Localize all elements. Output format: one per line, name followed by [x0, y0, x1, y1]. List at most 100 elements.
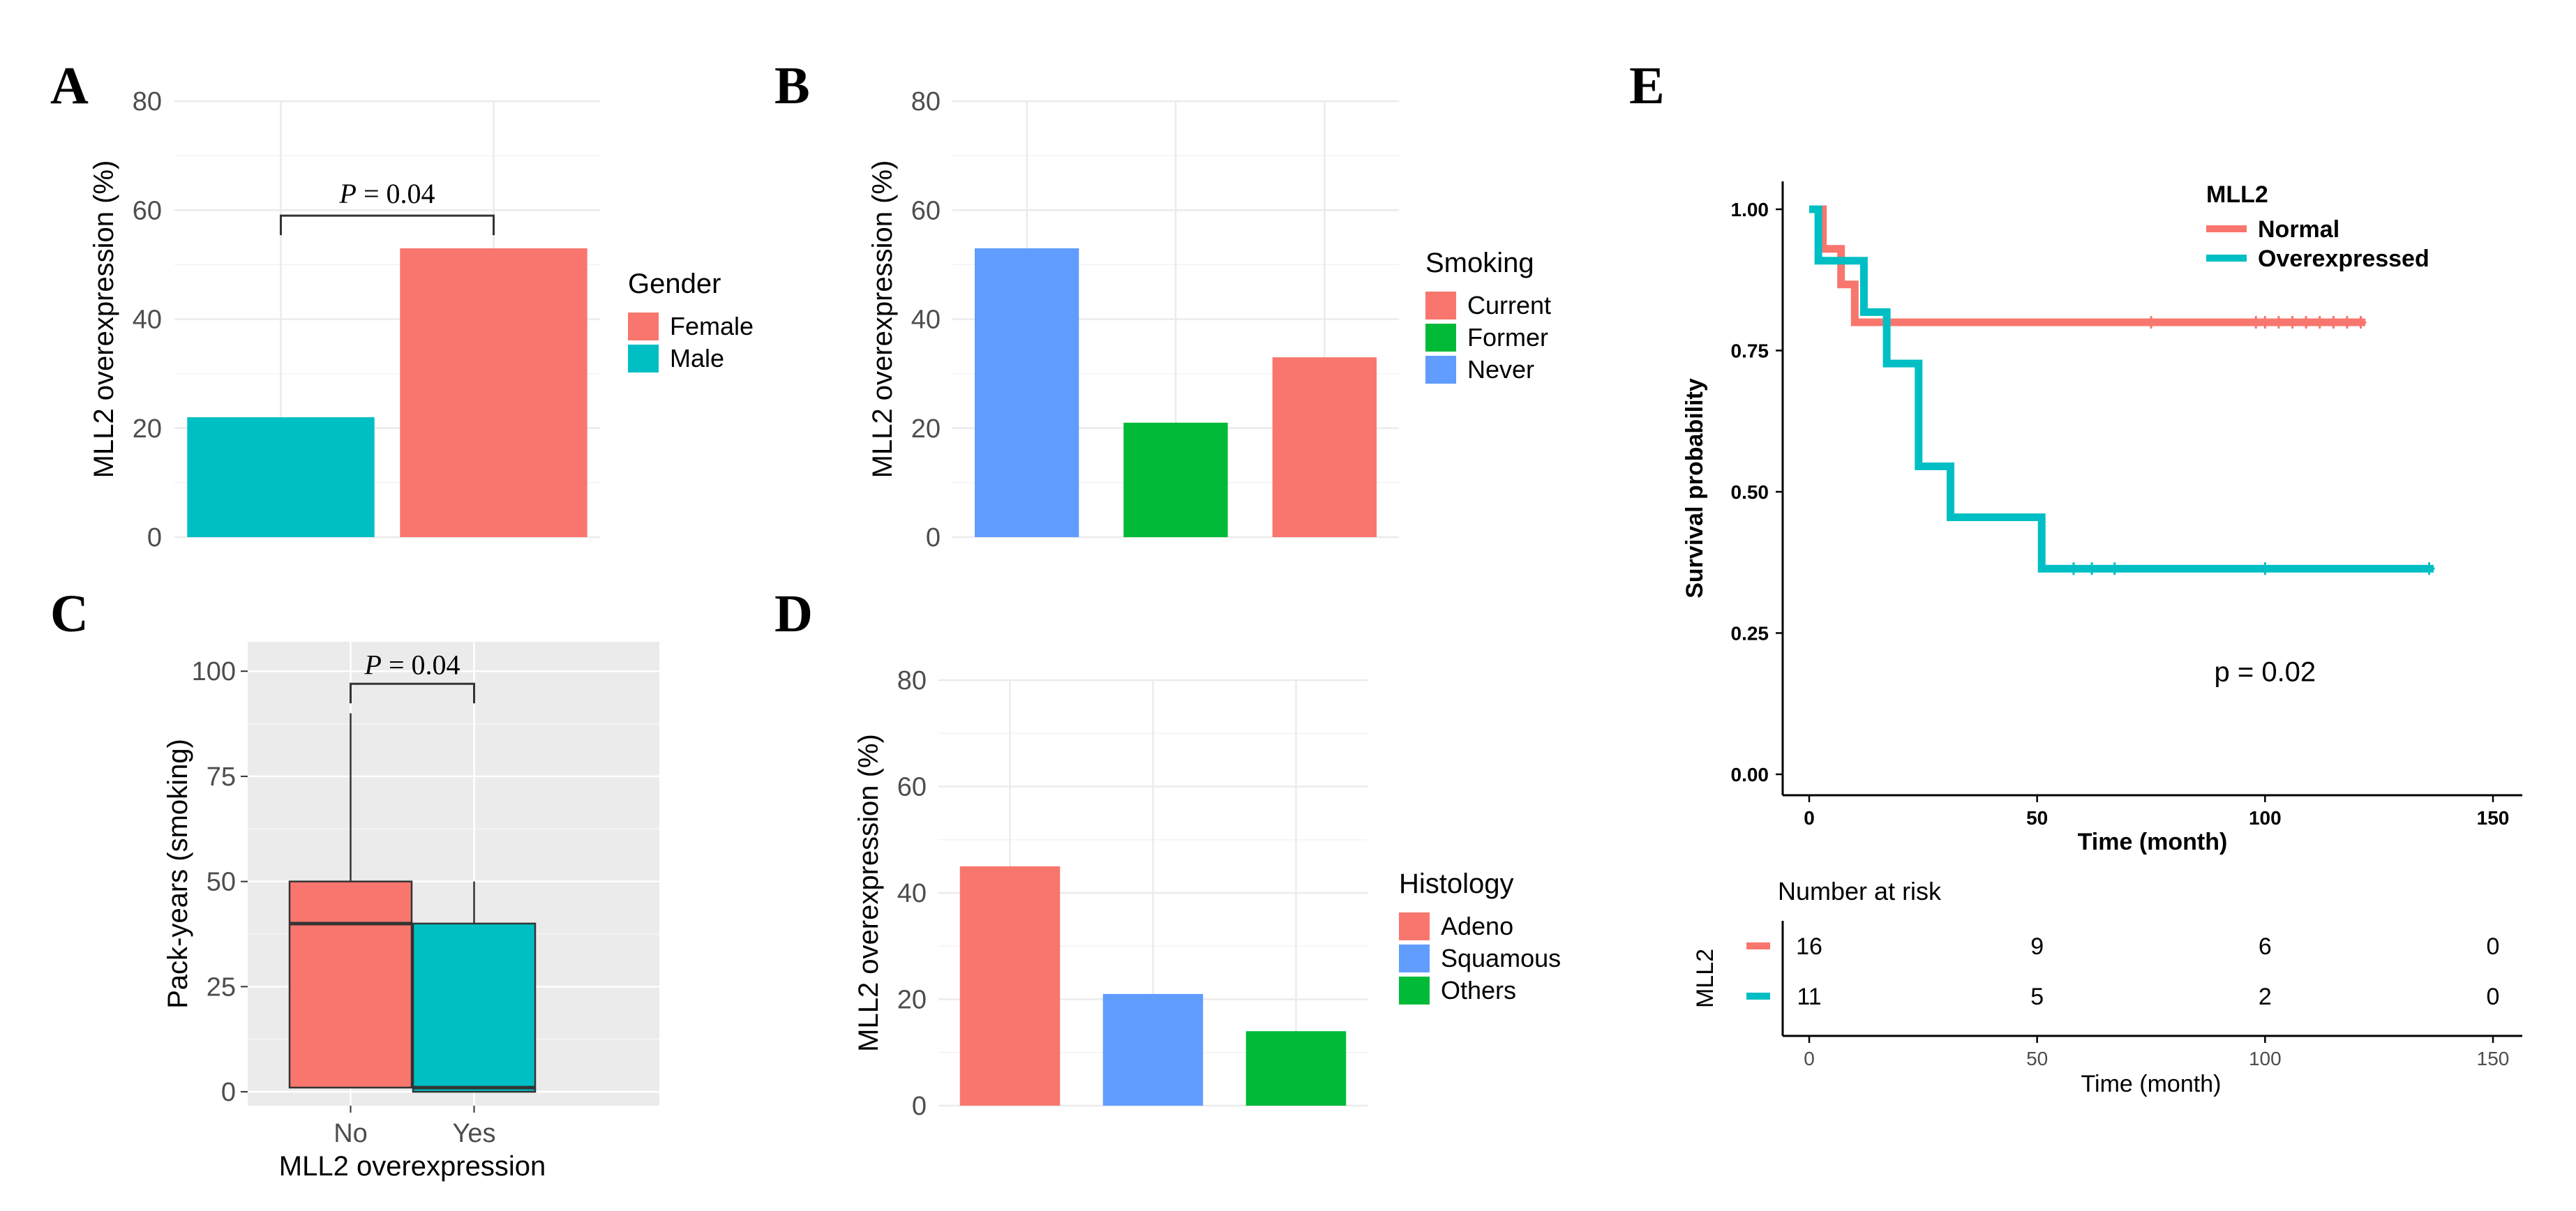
censor-mark: [2300, 316, 2312, 329]
bar-former: [1123, 422, 1228, 537]
x-axis-title: MLL2 overexpression: [279, 1151, 546, 1182]
y-tick-label: 0: [912, 1092, 927, 1121]
box-yes: [412, 922, 537, 1093]
legend-label: Former: [1467, 323, 1548, 352]
survival-curve-normal: [1809, 205, 2366, 326]
legend-label: Current: [1467, 291, 1551, 319]
censor-mark: [2355, 316, 2367, 329]
y-tick-label: 25: [207, 972, 236, 1002]
risk-table-y-title: MLL2: [1692, 949, 1718, 1008]
legend-title: Gender: [628, 269, 721, 299]
y-tick-label: 20: [897, 986, 927, 1015]
y-tick-label: 60: [133, 196, 162, 225]
p-value-text: p = 0.02: [2214, 656, 2316, 687]
y-axis-title: Pack-years (smoking): [163, 739, 193, 1009]
x-tick-label: No: [334, 1119, 368, 1148]
risk-count: 2: [2259, 984, 2272, 1010]
y-tick-label: 20: [133, 414, 162, 444]
risk-count: 0: [2487, 933, 2500, 960]
y-tick-label: 20: [911, 414, 941, 444]
y-tick-label: 0: [147, 523, 162, 552]
censor-mark: [2328, 316, 2339, 329]
risk-count: 5: [2030, 984, 2044, 1010]
x-tick-label: 50: [2026, 807, 2048, 829]
box-no: [288, 880, 413, 1089]
y-tick-label: 60: [897, 773, 927, 802]
y-tick-label: 0.75: [1731, 340, 1769, 362]
risk-count: 9: [2030, 933, 2044, 960]
legend-swatch: [1425, 324, 1456, 352]
legend-title: Histology: [1399, 868, 1514, 899]
legend-label: Male: [670, 344, 724, 373]
y-tick-label: 80: [133, 87, 162, 116]
risk-count: 16: [1796, 933, 1822, 960]
y-tick-label: 40: [133, 306, 162, 335]
p-value-symbol: P: [339, 178, 357, 209]
bar-male: [187, 417, 375, 537]
risk-table-title: Number at risk: [1778, 877, 1942, 905]
y-tick-label: 0.25: [1731, 623, 1769, 645]
y-tick-label: 0.50: [1731, 481, 1769, 503]
y-tick-label: 0: [221, 1078, 236, 1107]
censor-mark: [2286, 316, 2298, 329]
x-tick-label: 150: [2477, 807, 2510, 829]
x-axis-title: Time (month): [2078, 829, 2228, 855]
legend-label: Female: [670, 312, 754, 340]
legend-label: Others: [1441, 976, 1516, 1005]
y-tick-label: 40: [897, 879, 927, 908]
panel-label-B: B: [774, 57, 810, 115]
y-axis-title: MLL2 overexpression (%): [89, 160, 119, 479]
p-value-text: = 0.04: [357, 178, 435, 209]
bar-female: [400, 248, 587, 537]
risk-x-tick-label: 100: [2249, 1048, 2282, 1069]
risk-x-tick-label: 50: [2026, 1048, 2048, 1069]
panel-label-E: E: [1629, 57, 1665, 115]
legend-swatch: [1425, 356, 1456, 384]
bar-squamous: [1102, 993, 1204, 1106]
x-tick-label: 100: [2249, 807, 2282, 829]
y-tick-label: 0: [926, 523, 941, 552]
bar-adeno: [959, 866, 1061, 1106]
y-axis-title: MLL2 overexpression (%): [867, 160, 898, 479]
risk-count: 11: [1797, 984, 1821, 1010]
p-value-annotation: P = 0.04: [364, 649, 460, 680]
legend-swatch: [1425, 292, 1456, 319]
legend-swatch: [1399, 912, 1430, 940]
censor-mark: [2146, 316, 2157, 329]
risk-x-tick-label: 0: [1804, 1048, 1815, 1069]
legend-swatch: [628, 345, 659, 373]
p-value-annotation: P = 0.04: [339, 178, 435, 209]
bar-others: [1245, 1031, 1347, 1106]
y-tick-label: 0.00: [1731, 764, 1769, 785]
y-tick-label: 75: [207, 762, 236, 792]
censor-mark: [2109, 562, 2120, 576]
censor-mark: [2272, 316, 2284, 329]
x-tick-label: 0: [1804, 807, 1815, 829]
p-value-text: = 0.04: [382, 649, 460, 680]
legend-swatch: [1399, 977, 1430, 1005]
censor-mark: [2086, 562, 2098, 576]
survival-curve-overexpressed: [1809, 205, 2434, 573]
legend-label: Squamous: [1441, 944, 1561, 972]
censor-mark: [2314, 316, 2326, 329]
legend-label: Normal: [2258, 216, 2339, 243]
risk-count: 6: [2259, 933, 2272, 960]
panel-label-A: A: [50, 57, 89, 115]
y-axis-title: MLL2 overexpression (%): [853, 734, 884, 1052]
censor-mark: [2067, 562, 2079, 576]
legend-label: Never: [1467, 355, 1534, 384]
y-tick-label: 50: [207, 868, 236, 897]
y-tick-label: 80: [911, 87, 941, 116]
censor-mark: [2423, 562, 2435, 576]
censor-mark: [2259, 316, 2271, 329]
bar-never: [975, 248, 1079, 537]
y-tick-label: 1.00: [1731, 199, 1769, 220]
bar-current: [1272, 357, 1377, 537]
x-tick-label: Yes: [453, 1119, 496, 1148]
risk-count: 0: [2487, 984, 2500, 1010]
panel-label-C: C: [50, 585, 89, 643]
y-tick-label: 80: [897, 666, 927, 695]
y-tick-label: 60: [911, 196, 941, 225]
legend-label: Overexpressed: [2258, 246, 2429, 272]
